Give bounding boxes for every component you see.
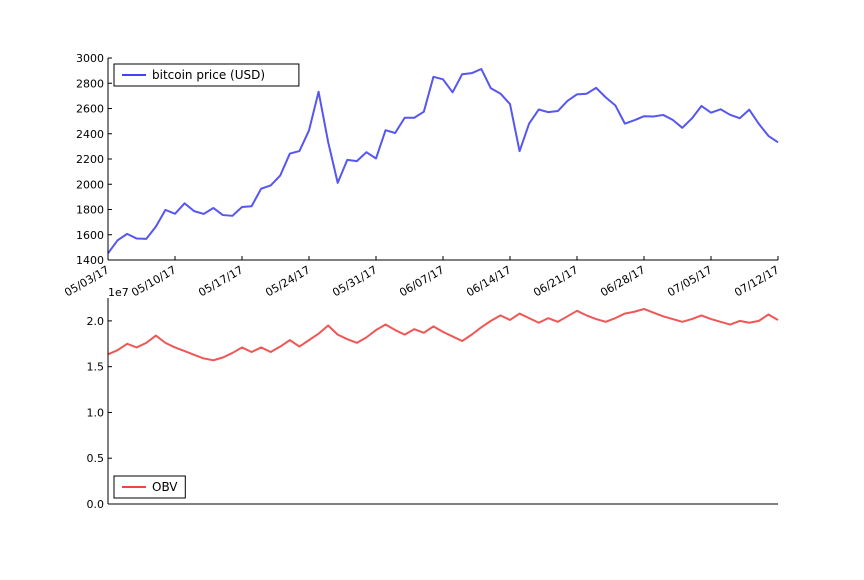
y-tick-label: 1.5 [87, 361, 105, 374]
y-tick-label: 2600 [76, 103, 104, 116]
y-tick-label: 3000 [76, 52, 104, 65]
x-tick-label: 06/07/17 [397, 263, 446, 299]
x-tick-label: 05/17/17 [196, 263, 245, 299]
x-tick-label: 06/28/17 [598, 263, 647, 299]
legend-label: bitcoin price (USD) [152, 68, 265, 82]
x-tick-label: 05/03/17 [62, 263, 111, 299]
y-tick-label: 2200 [76, 153, 104, 166]
x-tick-label: 07/05/17 [665, 263, 714, 299]
legend-label: OBV [152, 480, 178, 494]
y-tick-label: 2.0 [87, 315, 105, 328]
series-line-obv [107, 307, 779, 362]
legend: bitcoin price (USD) [113, 63, 300, 87]
legend-box [113, 475, 186, 499]
y-tick-label: 1400 [76, 254, 104, 267]
y-tick-label: 1.0 [87, 406, 105, 419]
chart-panel-1: 1400 1600 1800 2000 2200 2400 2600 2800 3000 05/0… [62, 52, 781, 299]
y-tick-label: 2000 [76, 178, 104, 191]
x-tick-label: 05/10/17 [129, 263, 178, 299]
x-tick-label: 05/24/17 [263, 263, 312, 299]
y-tick-label: 1800 [76, 204, 104, 217]
y-tick-label: 0.5 [87, 452, 105, 465]
x-tick-label: 05/31/17 [330, 263, 379, 299]
legend: OBV [113, 475, 186, 499]
series-line-bitcoin-price-usd- [107, 67, 779, 254]
y-tick-label: 1600 [76, 229, 104, 242]
x-tick-label: 06/14/17 [464, 263, 513, 299]
y-tick-label: 2800 [76, 77, 104, 90]
x-tick-label: 07/12/17 [732, 263, 781, 299]
x-tick-label: 06/21/17 [531, 263, 580, 299]
legend-box [113, 63, 300, 87]
chart-panel-2: 0.0 0.5 1.0 1.5 2.0 1e7 OBV [87, 286, 779, 511]
y-offset-label: 1e7 [108, 286, 129, 299]
y-tick-label: 2400 [76, 128, 104, 141]
y-tick-label: 0.0 [87, 498, 105, 511]
